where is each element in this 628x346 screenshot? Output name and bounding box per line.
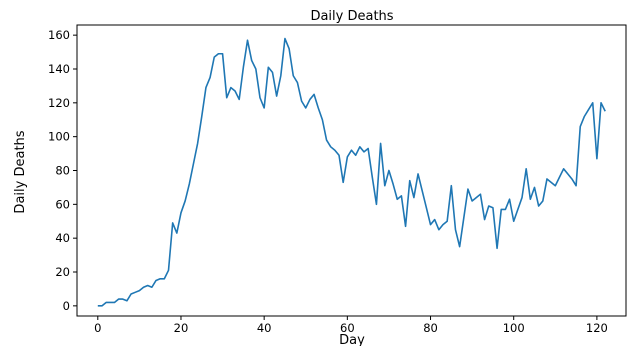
y-tick-label: 80 [55,164,70,178]
x-tick-label: 20 [174,321,189,335]
x-axis-label: Day [339,333,365,346]
plot-area [97,37,606,307]
y-tick-label: 160 [48,28,70,42]
x-tick-label: 40 [257,321,272,335]
y-tick-label: 60 [55,197,70,211]
y-tick-label: 0 [63,299,70,313]
x-tick-label: 100 [503,321,525,335]
x-tick-label: 0 [94,321,101,335]
x-tick-label: 120 [586,321,608,335]
series-line [97,37,606,307]
axes: 0 20 40 60 80 100 120 0 20 40 60 80 100 120 140 160 [48,24,627,335]
y-tick-label: 100 [48,130,70,144]
y-tick-label: 120 [48,96,70,110]
x-tick-label: 60 [340,321,355,335]
y-axis-label: Daily Deaths [13,130,28,213]
y-tick-label: 20 [55,265,70,279]
x-tick-label: 80 [423,321,438,335]
y-tick-label: 140 [48,62,70,76]
y-tick-label: 40 [55,231,70,245]
chart-title: Daily Deaths [310,9,393,24]
